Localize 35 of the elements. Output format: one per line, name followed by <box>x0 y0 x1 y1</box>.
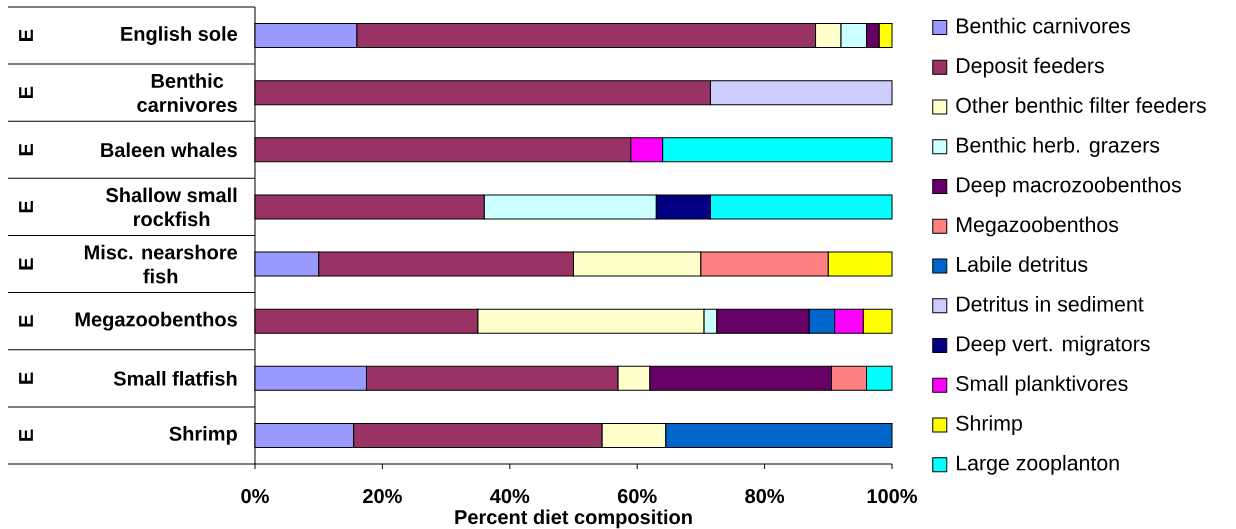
legend-label: Deposit feeders <box>957 57 1104 78</box>
legend-label: Benthic herb. grazers <box>957 137 1160 157</box>
text: E <box>19 201 33 213</box>
legend-label: Labile detritus <box>957 256 1088 272</box>
y-tick-label: English sole <box>121 26 238 45</box>
y-tick-label: Misc. nearshore fish <box>84 244 238 284</box>
text: E <box>19 29 33 41</box>
text: E <box>19 258 33 270</box>
x-tick-label: 40% <box>490 489 530 504</box>
y-tick-label: Megazoobenthos <box>75 311 237 331</box>
y-tick-label: Baleen whales <box>101 142 237 158</box>
text: E <box>19 86 33 99</box>
legend-label: Megazoobenthos <box>957 216 1119 237</box>
x-tick-label: 60% <box>617 489 657 504</box>
text: E <box>19 315 33 327</box>
legend-label: Deep macrozoobenthos <box>957 176 1181 197</box>
legend-label: Large zooplanton <box>957 454 1119 475</box>
legend-label: Detritus in sediment <box>957 295 1144 312</box>
legend-label: Other benthic filter feeders <box>956 97 1206 113</box>
y-tick-label: Benthic carnivores <box>137 73 237 113</box>
text: E <box>19 143 33 156</box>
legend-label: Deep vert. migrators <box>957 335 1150 356</box>
y-tick-label: Shrimp <box>169 426 237 445</box>
legend-label: Shrimp <box>956 415 1022 436</box>
legend-label: Small planktivores <box>956 375 1128 396</box>
y-tick-label: Small flatfish <box>113 370 237 386</box>
y-tick-label: Shallow small rockfish <box>106 187 237 227</box>
x-tick-label: 80% <box>745 489 785 504</box>
x-axis-title: Percent diet composition <box>455 509 692 529</box>
x-tick-label: 100% <box>867 489 918 504</box>
x-tick-label: 0% <box>241 489 269 504</box>
text: E <box>19 429 33 441</box>
text: E <box>19 372 33 384</box>
x-tick-label: 20% <box>363 489 402 504</box>
legend-label: Benthic carnivores <box>957 17 1130 34</box>
